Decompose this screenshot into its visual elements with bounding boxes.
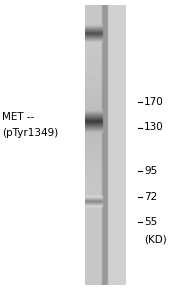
Text: (pTyr1349): (pTyr1349) — [2, 128, 58, 139]
Text: 170: 170 — [144, 97, 164, 107]
Text: 130: 130 — [144, 122, 164, 133]
Text: 55: 55 — [144, 217, 157, 227]
Text: 72: 72 — [144, 191, 157, 202]
Text: MET --: MET -- — [2, 112, 34, 122]
Text: (KD): (KD) — [144, 235, 167, 245]
Text: 95: 95 — [144, 166, 157, 176]
